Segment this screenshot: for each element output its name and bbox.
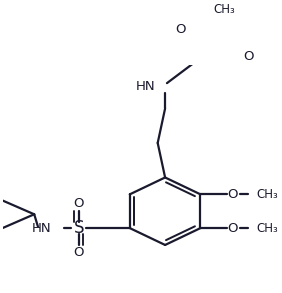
Text: CH₃: CH₃ — [256, 222, 278, 235]
Text: O: O — [176, 23, 186, 36]
Text: HN: HN — [31, 222, 51, 235]
Text: O: O — [243, 50, 254, 63]
Text: S: S — [74, 219, 84, 237]
Text: O: O — [74, 246, 84, 259]
Text: HN: HN — [136, 81, 156, 93]
Text: CH₃: CH₃ — [256, 188, 278, 201]
Text: O: O — [74, 197, 84, 210]
Text: O: O — [228, 222, 238, 235]
Text: O: O — [228, 188, 238, 201]
Text: CH₃: CH₃ — [213, 3, 235, 16]
